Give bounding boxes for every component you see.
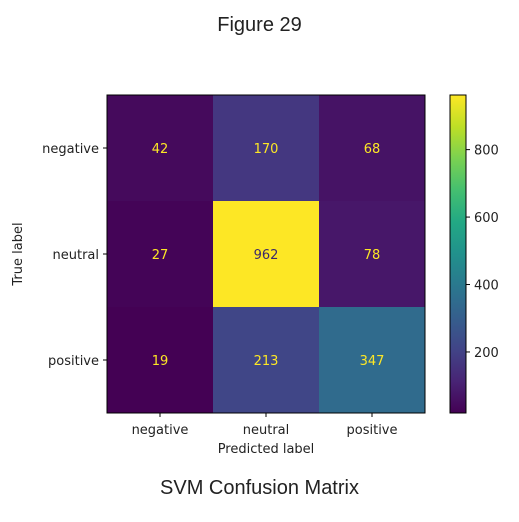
colorbar-ticks: 200 400 600 800	[466, 144, 499, 361]
x-tick-label: positive	[347, 423, 398, 438]
colorbar	[449, 94, 467, 414]
x-axis-ticks: negative neutral positive	[132, 413, 398, 438]
y-tick-label: negative	[42, 142, 99, 157]
cell-value-label: 962	[254, 248, 279, 263]
y-axis-label: True label	[11, 222, 26, 286]
cell-value-label: 68	[364, 142, 381, 157]
cell-value-label: 27	[152, 248, 169, 263]
heatmap-cell	[107, 201, 213, 307]
heatmap-cell	[213, 201, 319, 307]
cell-value-label: 78	[364, 248, 381, 263]
heatmap-cell-labels: 42 170 68 27 962 78 19 213 347	[152, 142, 385, 369]
figure-title: Figure 29	[217, 14, 302, 36]
colorbar-tick-label: 600	[474, 211, 499, 226]
cell-value-label: 347	[360, 354, 385, 369]
cell-value-label: 19	[152, 354, 169, 369]
heatmap-cell	[107, 307, 213, 413]
x-tick-label: neutral	[243, 423, 290, 438]
y-axis-ticks: negative neutral positive	[42, 142, 107, 369]
chart-caption: SVM Confusion Matrix	[160, 477, 359, 499]
x-tick-label: negative	[132, 423, 189, 438]
y-tick-label: positive	[48, 354, 99, 369]
colorbar-tick-label: 800	[474, 144, 499, 159]
heatmap-cell	[319, 95, 425, 201]
heatmap-cell	[319, 307, 425, 413]
cell-value-label: 213	[254, 354, 279, 369]
heatmap-cell	[213, 307, 319, 413]
heatmap-cells	[107, 95, 425, 413]
heatmap-cell	[107, 95, 213, 201]
heatmap-cell	[319, 201, 425, 307]
x-axis-label: Predicted label	[218, 442, 315, 457]
heatmap-cell	[213, 95, 319, 201]
colorbar-tick-label: 200	[474, 346, 499, 361]
cell-value-label: 170	[254, 142, 279, 157]
cell-value-label: 42	[152, 142, 169, 157]
colorbar-tick-label: 400	[474, 279, 499, 294]
y-tick-label: neutral	[53, 248, 100, 263]
